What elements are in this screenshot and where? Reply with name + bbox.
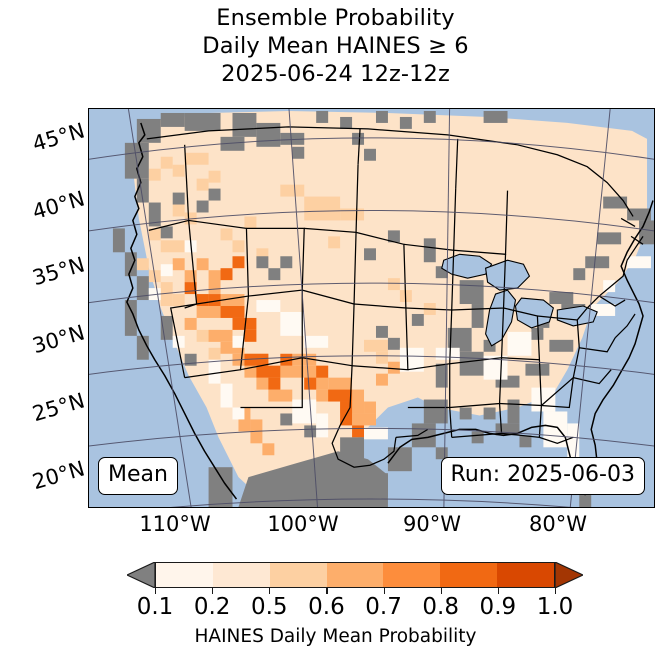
lat-tick-35N: 35°N bbox=[29, 252, 88, 291]
colorbar-tick-4 bbox=[383, 588, 385, 594]
colorbar-tick-label-5: 0.8 bbox=[422, 594, 459, 620]
colorbar-gradient bbox=[155, 562, 555, 588]
colorbar-tick-label-1: 0.2 bbox=[193, 594, 231, 620]
colorbar-tick-3 bbox=[326, 588, 328, 594]
lat-tick-40N: 40°N bbox=[29, 186, 88, 225]
title-line-2: Daily Mean HAINES ≥ 6 bbox=[202, 33, 469, 59]
lon-tick-80W: 80°W bbox=[529, 512, 587, 536]
colorbar-tick-label-0: 0.1 bbox=[136, 594, 174, 620]
parallel-25 bbox=[89, 427, 654, 447]
title-line-1: Ensemble Probability bbox=[216, 5, 455, 31]
parallel-45 bbox=[89, 137, 654, 160]
lat-tick-30N: 30°N bbox=[29, 320, 88, 359]
lat-tick-20N: 20°N bbox=[29, 456, 88, 495]
lon-tick-110W: 110°W bbox=[139, 512, 211, 536]
colorbar-tick-label-3: 0.6 bbox=[308, 594, 345, 620]
colorbar-label: HAINES Daily Mean Probability bbox=[194, 626, 477, 647]
annotation-mean-box[interactable]: Mean bbox=[98, 457, 178, 495]
colorbar-ticks bbox=[155, 588, 557, 594]
page-title: Ensemble Probability Daily Mean HAINES ≥… bbox=[0, 4, 671, 88]
meridian-80 bbox=[569, 109, 611, 507]
colorbar-segment-2 bbox=[269, 563, 327, 587]
parallel-40 bbox=[89, 210, 654, 232]
colorbar-tick-1 bbox=[212, 588, 214, 594]
probability-grid bbox=[112, 110, 654, 507]
meridian-110 bbox=[127, 109, 192, 507]
colorbar-segment-1 bbox=[212, 563, 270, 587]
colorbar-segment-5 bbox=[440, 563, 498, 587]
colorbar-tick-label-6: 0.9 bbox=[479, 594, 517, 620]
colorbar[interactable]: 0.1 0.2 0.5 0.6 0.7 0.8 0.9 1.0 HAINES Daily Me… bbox=[0, 550, 671, 658]
colorbar-tick-label-4: 0.7 bbox=[365, 594, 402, 620]
colorbar-tick-0 bbox=[155, 588, 157, 594]
colorbar-tick-label-7: 1.0 bbox=[536, 594, 574, 620]
lat-tick-45N: 45°N bbox=[29, 118, 88, 157]
colorbar-segment-0 bbox=[156, 563, 213, 587]
meridian-90 bbox=[443, 109, 451, 507]
parallel-20 bbox=[170, 498, 573, 507]
annotation-run-box[interactable]: Run: 2025-06-03 bbox=[440, 457, 645, 495]
colorbar-tick-5 bbox=[440, 588, 442, 594]
lon-tick-100W: 100°W bbox=[267, 512, 339, 536]
lon-tick-90W: 90°W bbox=[403, 512, 461, 536]
map-canvas bbox=[89, 109, 654, 507]
lat-tick-25N: 25°N bbox=[29, 388, 88, 427]
title-line-3: 2025-06-24 12z-12z bbox=[221, 61, 450, 87]
colorbar-segment-6 bbox=[497, 563, 555, 587]
graticule bbox=[89, 109, 654, 507]
colorbar-tick-label-2: 0.5 bbox=[250, 594, 288, 620]
state-borders bbox=[146, 126, 644, 468]
parallel-35 bbox=[89, 282, 654, 304]
colorbar-tick-6 bbox=[497, 588, 500, 594]
colorbar-over-arrow bbox=[555, 562, 583, 588]
meridian-100 bbox=[288, 109, 318, 507]
colorbar-tick-labels: 0.1 0.2 0.5 0.6 0.7 0.8 0.9 1.0 bbox=[0, 594, 671, 624]
colorbar-segment-4 bbox=[383, 563, 441, 587]
colorbar-tick-2 bbox=[269, 588, 271, 594]
colorbar-tick-7 bbox=[555, 588, 557, 594]
parallel-30 bbox=[89, 355, 654, 375]
great-lakes bbox=[441, 253, 598, 347]
map-panel[interactable]: Mean Run: 2025-06-03 bbox=[88, 108, 655, 508]
colorbar-segment-3 bbox=[326, 563, 384, 587]
colorbar-under-arrow bbox=[127, 562, 155, 588]
